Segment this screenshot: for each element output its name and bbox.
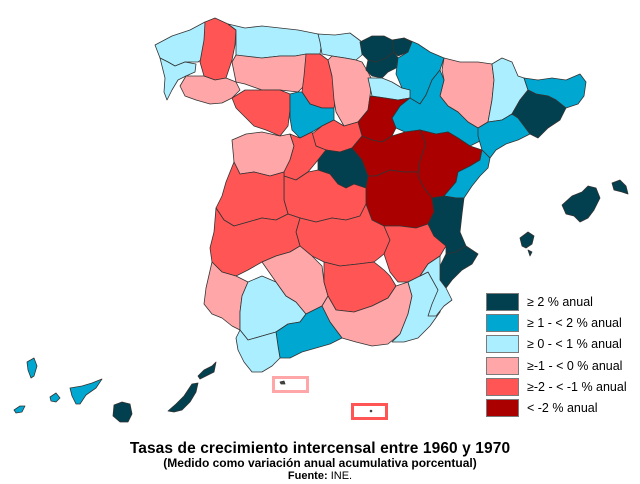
- region-el-hierro: [13, 405, 26, 414]
- legend: ≥ 2 % anual ≥ 1 - < 2 % anual ≥ 0 - < 1 …: [486, 291, 636, 419]
- legend-swatch: [486, 377, 519, 396]
- legend-item: ≥ 0 - < 1 % anual: [486, 334, 636, 355]
- legend-item: ≥ 2 % anual: [486, 291, 636, 312]
- map-title: Tasas de crecimiento intercensal entre 1…: [129, 440, 511, 457]
- source-label: Fuente:: [287, 470, 328, 482]
- legend-label: ≥ 2 % anual: [527, 294, 593, 309]
- region-leon: [231, 53, 307, 93]
- legend-label: ≥ 1 - < 2 % anual: [527, 315, 622, 330]
- legend-label: < -2 % anual: [527, 401, 598, 416]
- region-baleares-formentera: [527, 249, 533, 257]
- region-cantabria: [317, 32, 363, 61]
- region-fuerteventura: [167, 382, 199, 413]
- melilla-inset-box: [351, 403, 388, 420]
- region-zamora: [231, 89, 291, 137]
- source-value: INE.: [330, 470, 353, 482]
- region-tarragona: [477, 113, 531, 159]
- map-subtitle: (Medido como variación anual acumulativa…: [163, 456, 477, 470]
- caption: Tasas de crecimiento intercensal entre 1…: [0, 440, 640, 483]
- legend-swatch: [486, 292, 519, 311]
- region-baleares-menorca: [611, 179, 629, 195]
- legend-label: ≥-2 - < -1 % anual: [527, 379, 627, 394]
- region-ceuta: [279, 380, 286, 385]
- region-la-palma: [26, 357, 38, 379]
- region-tenerife: [69, 378, 103, 405]
- ceuta-inset-box: [272, 376, 309, 393]
- legend-swatch: [486, 356, 519, 375]
- region-la-gomera: [49, 392, 61, 403]
- region-ourense: [179, 75, 241, 105]
- region-melilla: [369, 409, 373, 413]
- region-alava: [365, 51, 399, 79]
- legend-item: ≥ 1 - < 2 % anual: [486, 312, 636, 333]
- legend-swatch: [486, 335, 519, 354]
- region-malaga: [275, 305, 343, 359]
- region-asturias: [227, 23, 323, 59]
- region-baleares-mallorca: [561, 185, 601, 223]
- legend-swatch: [486, 399, 519, 418]
- legend-item: ≥-1 - < 0 % anual: [486, 355, 636, 376]
- region-cadiz: [235, 329, 281, 373]
- legend-item: < -2 % anual: [486, 397, 636, 418]
- legend-swatch: [486, 313, 519, 332]
- region-lanzarote: [197, 361, 217, 380]
- region-salamanca: [231, 131, 295, 177]
- legend-item: ≥-2 - < -1 % anual: [486, 376, 636, 397]
- region-murcia: [419, 255, 453, 317]
- legend-label: ≥ 0 - < 1 % anual: [527, 337, 622, 352]
- region-baleares-ibiza: [519, 231, 535, 249]
- region-lugo: [199, 17, 237, 81]
- legend-label: ≥-1 - < 0 % anual: [527, 358, 623, 373]
- region-gran-canaria: [112, 401, 133, 423]
- map-source: Fuente: INE.: [0, 470, 640, 483]
